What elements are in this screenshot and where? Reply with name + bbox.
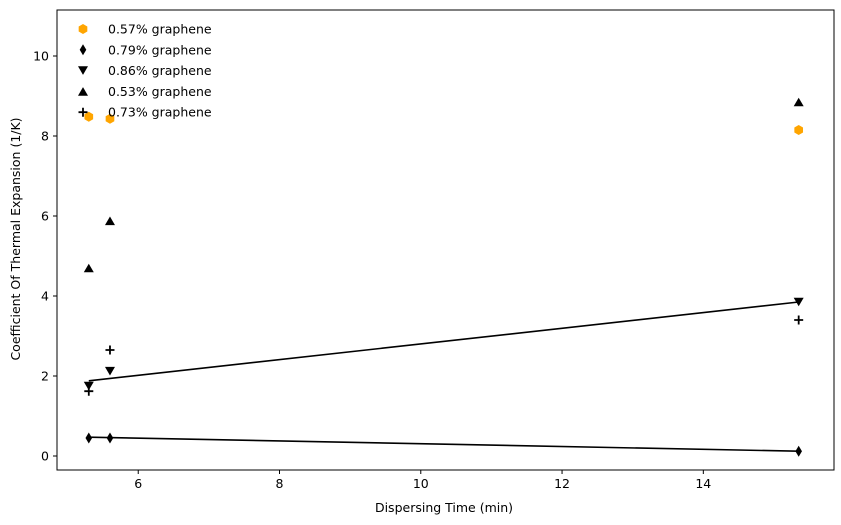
- data-point-series-4: [84, 386, 94, 396]
- y-tick-label: 8: [41, 129, 49, 144]
- legend-label-0: 0.57% graphene: [108, 22, 212, 37]
- trend-lines: [88, 301, 799, 452]
- data-point-series-1: [85, 432, 93, 444]
- data-point-series-4: [794, 315, 804, 325]
- data-point-series-1: [795, 445, 802, 457]
- data-point-series-0: [84, 111, 94, 122]
- x-tick-label: 12: [554, 476, 570, 491]
- trend-line: [88, 436, 799, 452]
- data-points: [83, 97, 804, 457]
- data-point-series-0: [105, 113, 115, 124]
- data-point-series-3: [83, 263, 94, 273]
- data-point-series-2: [83, 381, 94, 391]
- x-axis-label: Dispersing Time (min): [375, 500, 513, 515]
- y-tick-label: 2: [41, 369, 49, 384]
- data-point-series-1: [106, 432, 114, 444]
- y-tick-label: 4: [41, 289, 49, 304]
- legend-label-4: 0.73% graphene: [108, 105, 212, 120]
- data-point-series-2: [104, 366, 115, 376]
- legend-label-2: 0.86% graphene: [108, 63, 212, 78]
- legend: 0.57% graphene 0.79% graphene 0.86% graphe…: [78, 22, 212, 120]
- legend-marker-0: [78, 24, 88, 34]
- y-tick-label: 6: [41, 209, 49, 224]
- data-point-series-0: [794, 125, 804, 135]
- y-tick-label: 0: [41, 449, 49, 464]
- legend-marker-2: [78, 66, 88, 75]
- y-tick-label: 10: [33, 49, 49, 64]
- y-axis-label: Coefficient Of Thermal Expansion (1/K): [8, 117, 23, 360]
- legend-marker-3: [78, 87, 88, 96]
- plot-frame: [56, 9, 835, 471]
- x-tick-label: 10: [413, 476, 429, 491]
- legend-marker-4: [78, 107, 88, 117]
- x-tick-label: 14: [695, 476, 711, 491]
- trend-line: [88, 301, 799, 382]
- x-tick-label: 8: [276, 476, 284, 491]
- data-point-series-2: [793, 297, 804, 307]
- data-point-series-4: [105, 345, 115, 355]
- legend-marker-1: [79, 44, 87, 56]
- data-point-series-3: [104, 216, 115, 226]
- legend-label-1: 0.79% graphene: [108, 42, 212, 57]
- x-tick-label: 6: [134, 476, 142, 491]
- legend-label-3: 0.53% graphene: [108, 84, 212, 99]
- axes: 6 8 10 12 14 0 2 4 6 8 10: [33, 9, 835, 491]
- data-point-series-3: [793, 97, 804, 107]
